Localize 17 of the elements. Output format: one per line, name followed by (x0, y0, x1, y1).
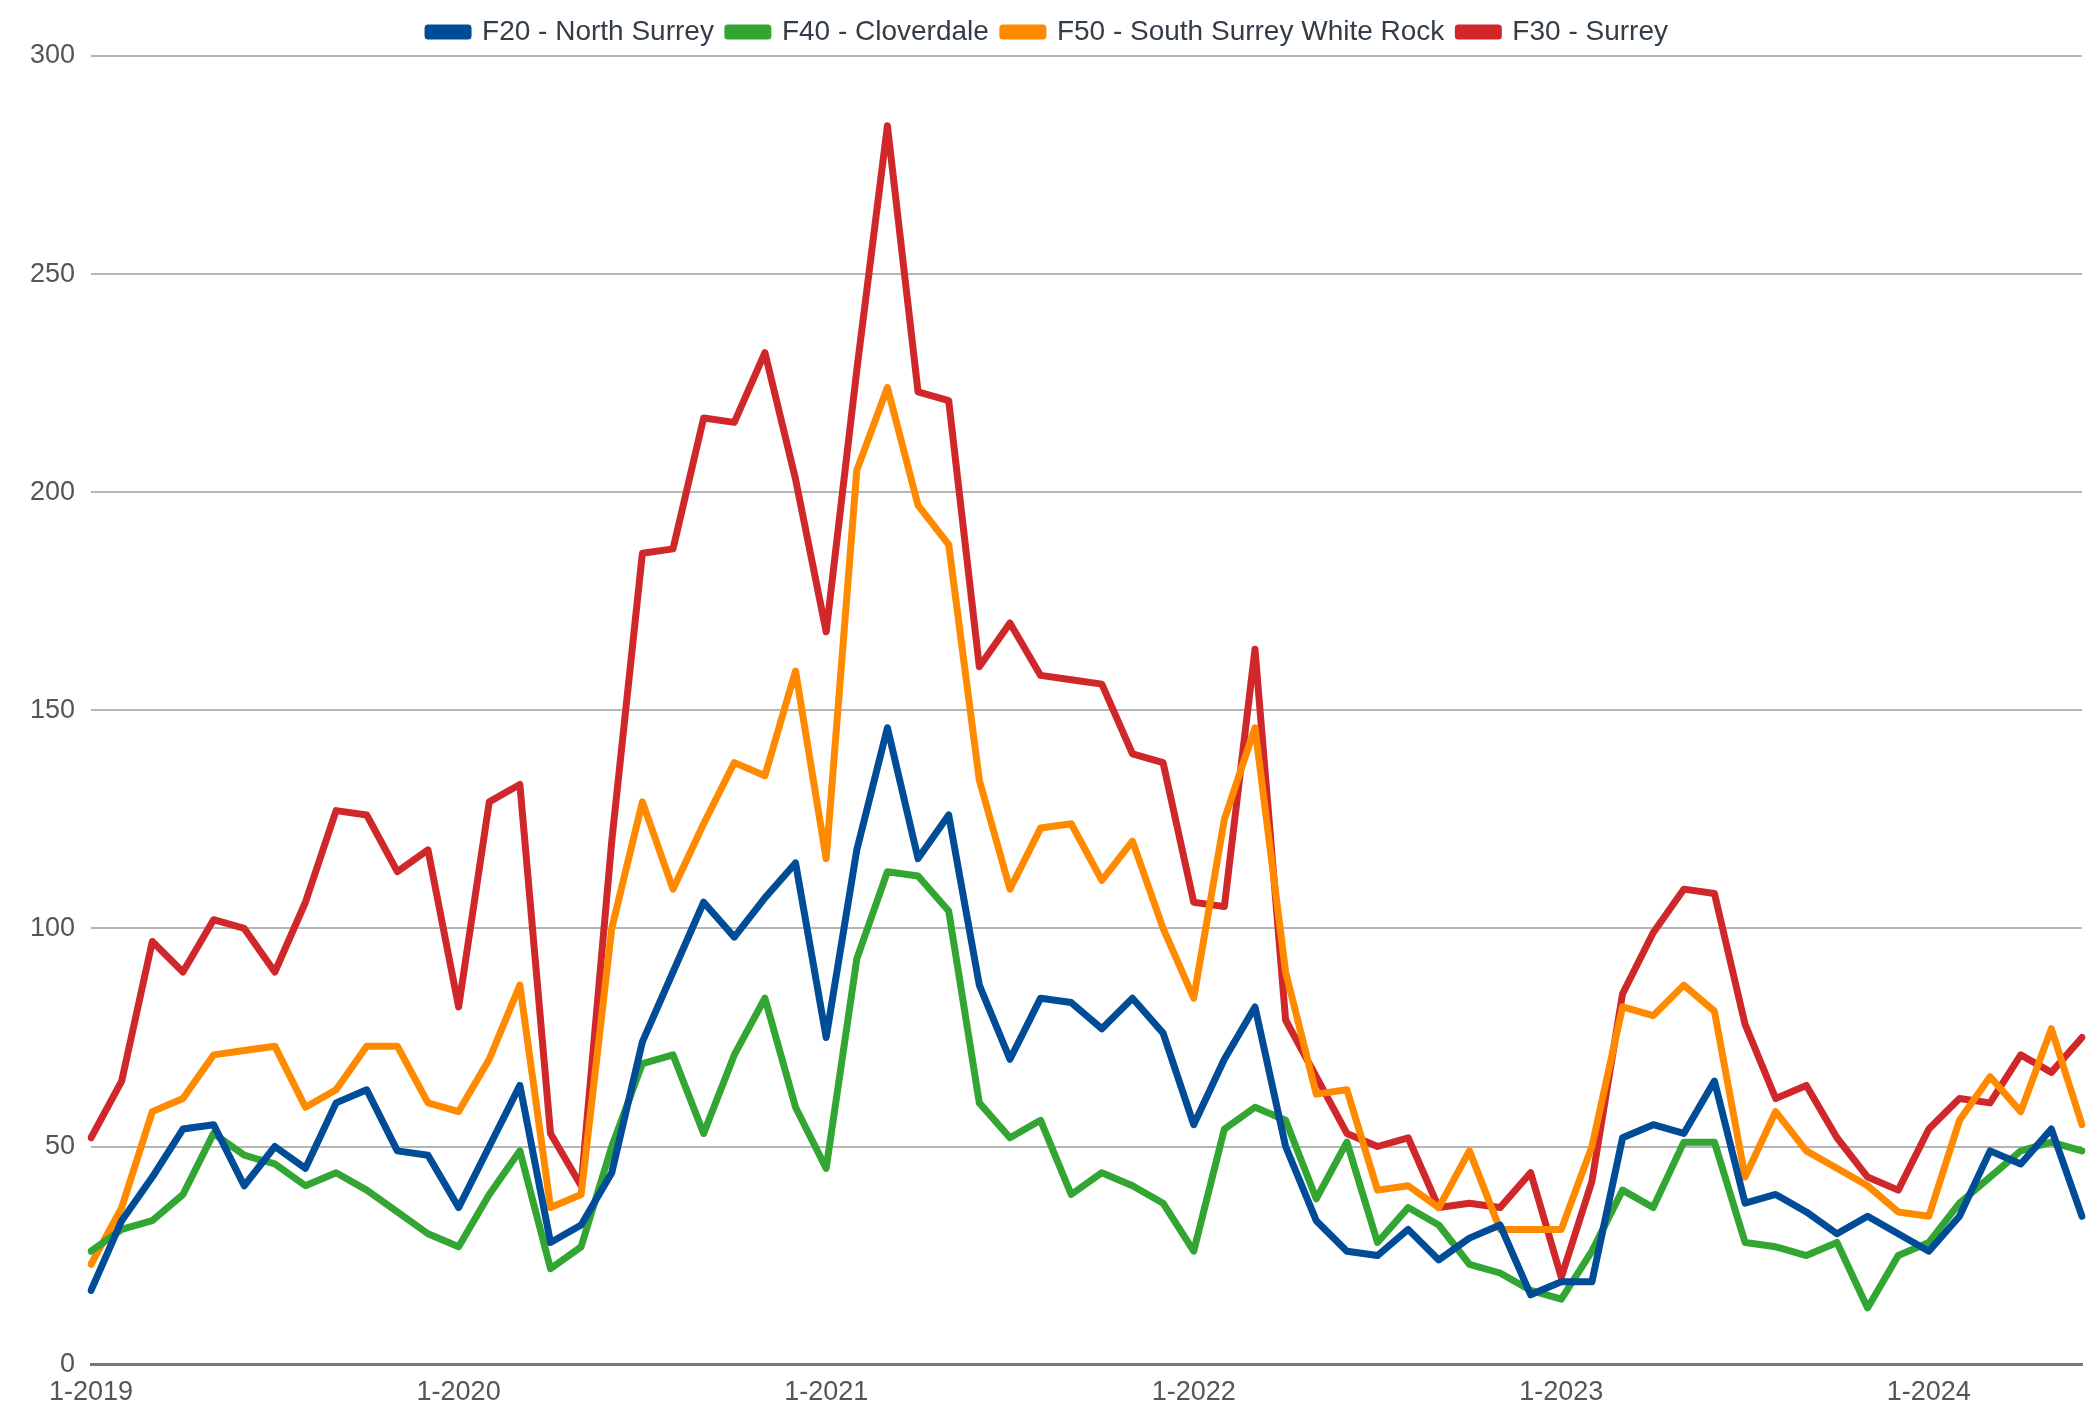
y-tick-label: 250 (29, 257, 76, 288)
x-tick-label: 1-2019 (49, 1376, 134, 1407)
y-tick-label: 300 (29, 39, 76, 70)
y-tick-label: 50 (45, 1129, 76, 1160)
x-tick-label: 1-2023 (1519, 1376, 1604, 1407)
x-tick-label: 1-2022 (1151, 1376, 1236, 1407)
legend-label: F50 - South Surrey White Rock (1056, 14, 1446, 46)
legend-label: F40 - Cloverdale (781, 14, 989, 46)
legend-label: F30 - Surrey (1512, 14, 1668, 46)
legend-label: F20 - North Surrey (482, 14, 714, 46)
y-tick-label: 150 (29, 693, 76, 724)
x-tick-label: 1-2021 (784, 1376, 869, 1407)
y-tick-label: 200 (29, 475, 76, 506)
y-tick-label: 0 (60, 1348, 76, 1379)
y-tick-label: 100 (29, 911, 76, 942)
x-tick-label: 1-2024 (1886, 1376, 1971, 1407)
x-tick-label: 1-2020 (416, 1376, 501, 1407)
